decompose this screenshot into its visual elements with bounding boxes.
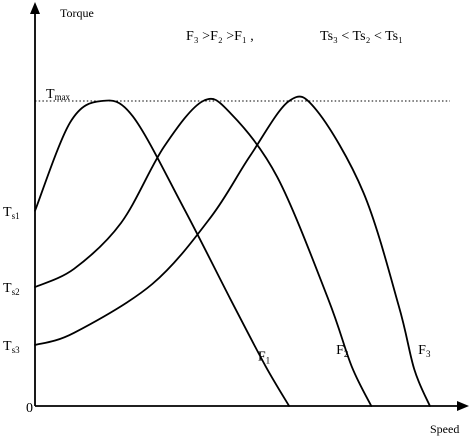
series-label-f3: F3 xyxy=(418,343,431,359)
axes xyxy=(30,2,469,411)
series-label-main: F xyxy=(418,343,426,358)
y-axis-title: Torque xyxy=(60,6,94,20)
series-label-f2: F2 xyxy=(336,343,348,359)
curve-f2 xyxy=(34,97,373,407)
curves xyxy=(34,95,431,407)
y-tick-label-sub: s3 xyxy=(12,345,21,355)
frequency-relation: F₃ >F₂ >F₁ , xyxy=(186,29,254,44)
y-tick-label-main: T xyxy=(3,281,12,296)
starting-torque-relation: Ts₃ < Ts₂ < Ts₁ xyxy=(320,29,403,44)
origin-label: 0 xyxy=(26,401,33,416)
y-tick-label-sub: s2 xyxy=(12,287,20,297)
y-tick-label-s1: Ts1 xyxy=(3,205,20,221)
tmax-label-main: T xyxy=(46,87,55,102)
y-tick-label-s3: Ts3 xyxy=(3,339,20,355)
tmax-label-sub: max xyxy=(55,92,71,102)
series-label-sub: 3 xyxy=(426,349,431,359)
curve-f1 xyxy=(34,99,290,407)
tmax-label: Tmax xyxy=(46,87,71,102)
series-label-sub: 1 xyxy=(266,355,271,365)
x-axis-arrow xyxy=(457,401,469,411)
y-axis-arrow xyxy=(30,2,40,14)
series-label-sub: 2 xyxy=(344,349,349,359)
series-label-f1: F1 xyxy=(258,349,270,365)
y-tick-label-s2: Ts2 xyxy=(3,281,20,297)
series-label-main: F xyxy=(336,343,344,358)
x-axis-title: Speed xyxy=(430,422,459,436)
y-tick-label-sub: s1 xyxy=(12,211,20,221)
curve-f3 xyxy=(34,95,431,407)
series-label-main: F xyxy=(258,349,266,364)
y-tick-label-main: T xyxy=(3,205,12,220)
y-tick-label-main: T xyxy=(3,339,12,354)
